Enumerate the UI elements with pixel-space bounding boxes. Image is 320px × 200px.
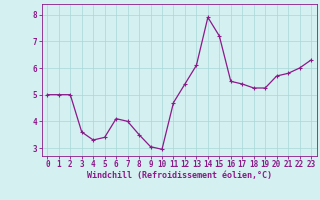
X-axis label: Windchill (Refroidissement éolien,°C): Windchill (Refroidissement éolien,°C) bbox=[87, 171, 272, 180]
